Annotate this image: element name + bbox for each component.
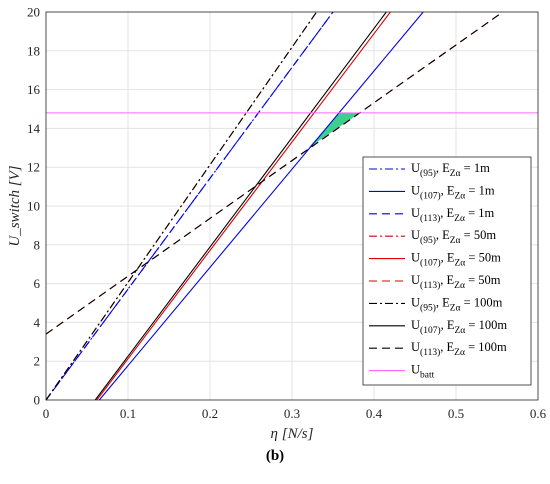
legend-label-part: , E xyxy=(441,183,455,197)
legend-label-part: U xyxy=(411,363,420,377)
y-tick-label: 10 xyxy=(27,199,40,214)
legend-label: U(107), EZα = 50m xyxy=(411,251,501,269)
chart: 0 0.1 0.2 0.3 0.4 0.5 0.6 0 2 4 6 8 10 12 14 16 18 20 η … xyxy=(7,5,547,443)
legend-label-part: , E xyxy=(440,206,454,220)
y-axis-label: U_switch [V] xyxy=(7,165,23,246)
x-tick-label: 0 xyxy=(43,406,50,421)
legend-label-part: = 1m xyxy=(465,206,495,220)
legend-label-subscript: (107) xyxy=(420,190,441,201)
legend-label-subscript: (95) xyxy=(420,302,436,313)
x-tick-labels: 0 0.1 0.2 0.3 0.4 0.5 0.6 xyxy=(43,406,547,421)
y-tick-label: 0 xyxy=(34,393,41,408)
x-tick-label: 0.2 xyxy=(202,406,218,421)
y-tick-label: 4 xyxy=(34,315,41,330)
legend-label-subscript: Zα xyxy=(455,326,466,336)
y-tick-label: 20 xyxy=(27,5,40,20)
y-tick-labels: 0 2 4 6 8 10 12 14 16 18 20 xyxy=(27,5,41,408)
legend-label-part: , E xyxy=(441,251,455,265)
legend-label: U(113), EZα = 50m xyxy=(411,273,501,291)
legend: U(95), EZα = 1mU(107), EZα = 1mU(113), E… xyxy=(362,156,532,386)
legend-label-subscript: Zα xyxy=(454,214,465,224)
legend-label-part: = 100m xyxy=(465,318,507,332)
legend-label-part: U xyxy=(411,318,420,332)
legend-label-part: , E xyxy=(440,340,454,354)
legend-label: U(113), EZα = 100m xyxy=(411,340,507,358)
legend-label-part: U xyxy=(411,295,420,309)
legend-label: U(113), EZα = 1m xyxy=(411,206,494,224)
legend-label-subscript: (107) xyxy=(420,258,441,269)
legend-label-subscript: (95) xyxy=(420,235,436,246)
legend-label-part: U xyxy=(411,251,420,265)
legend-label-subscript: Zα xyxy=(454,348,465,358)
figure-caption: (b) xyxy=(265,448,285,464)
legend-box xyxy=(362,156,532,386)
x-axis-label: η [N/s] xyxy=(271,426,314,442)
series-line xyxy=(45,11,318,401)
y-tick-label: 12 xyxy=(27,160,40,175)
legend-label-subscript: Zα xyxy=(454,281,465,291)
legend-label-part: , E xyxy=(436,228,450,242)
legend-label-part: , E xyxy=(436,295,450,309)
legend-label-part: , E xyxy=(440,273,454,287)
legend-label-part: U xyxy=(411,183,420,197)
legend-label-part: U xyxy=(411,228,420,242)
legend-label-part: U xyxy=(411,340,420,354)
legend-label-subscript: (107) xyxy=(420,325,441,336)
legend-label-part: = 1m xyxy=(461,161,491,175)
series-line xyxy=(94,11,387,401)
legend-label-subscript: Zα xyxy=(450,236,461,246)
legend-label-subscript: Zα xyxy=(455,259,466,269)
legend-label-part: , E xyxy=(436,161,450,175)
y-tick-label: 16 xyxy=(27,82,41,97)
legend-label-part: U xyxy=(411,161,420,175)
x-tick-label: 0.1 xyxy=(120,406,136,421)
legend-label-part: = 1m xyxy=(465,183,495,197)
series-line xyxy=(96,11,391,401)
y-tick-label: 14 xyxy=(27,121,41,136)
series-line xyxy=(45,11,334,401)
legend-label-part: = 50m xyxy=(465,251,501,265)
y-tick-label: 18 xyxy=(27,43,40,58)
legend-label: U(95), EZα = 50m xyxy=(411,228,496,246)
series-line xyxy=(98,11,424,401)
series-lines xyxy=(45,11,538,401)
legend-label-part: = 100m xyxy=(465,340,507,354)
legend-label-subscript: (113) xyxy=(420,347,440,358)
legend-label-subscript: (95) xyxy=(420,168,436,179)
legend-label-subscript: (113) xyxy=(420,280,440,291)
legend-label: U(107), EZα = 1m xyxy=(411,183,495,201)
legend-label-part: = 50m xyxy=(465,273,501,287)
legend-label: U(95), EZα = 100m xyxy=(411,295,503,313)
legend-label-part: , E xyxy=(441,318,455,332)
legend-label-subscript: Zα xyxy=(450,169,461,179)
y-tick-label: 2 xyxy=(34,354,41,369)
legend-label: U(95), EZα = 1m xyxy=(411,161,490,179)
legend-label-part: = 50m xyxy=(461,228,497,242)
legend-label-part: = 100m xyxy=(461,295,503,309)
x-tick-label: 0.3 xyxy=(284,406,300,421)
legend-label: U(107), EZα = 100m xyxy=(411,318,507,336)
legend-label: Ubatt xyxy=(411,363,435,381)
y-tick-label: 6 xyxy=(34,276,41,291)
legend-label-subscript: batt xyxy=(420,371,435,381)
legend-label-subscript: (113) xyxy=(420,213,440,224)
x-tick-label: 0.5 xyxy=(448,406,464,421)
legend-label-part: U xyxy=(411,273,420,287)
legend-label-subscript: Zα xyxy=(455,191,466,201)
legend-label-subscript: Zα xyxy=(450,303,461,313)
y-tick-label: 8 xyxy=(34,237,41,252)
series-line xyxy=(45,11,504,335)
plot-frame xyxy=(45,11,539,401)
x-tick-label: 0.4 xyxy=(366,406,383,421)
x-tick-label: 0.6 xyxy=(530,406,547,421)
legend-label-part: U xyxy=(411,206,420,220)
